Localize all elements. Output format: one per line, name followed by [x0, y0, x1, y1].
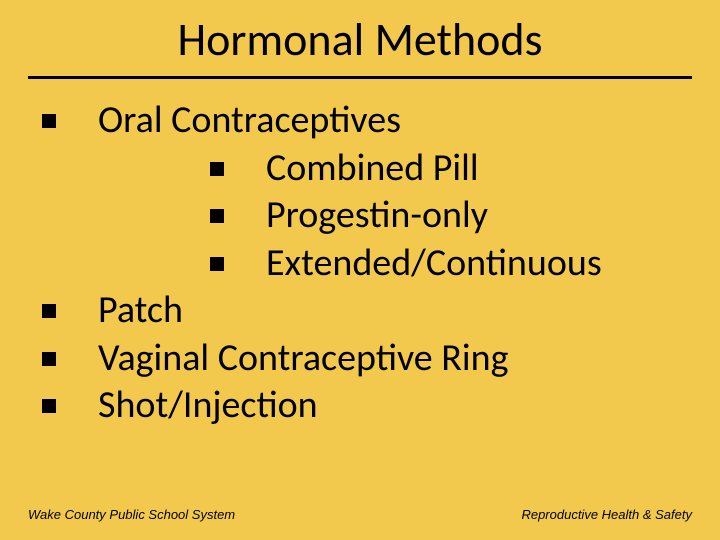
list-item-text: Patch	[98, 287, 183, 335]
sub-list-item-text: Extended/Continuous	[266, 240, 602, 288]
list-item: Vaginal Contraceptive Ring	[30, 335, 690, 383]
square-bullet-icon	[210, 257, 224, 271]
slide-content: Oral Contraceptives Combined Pill Proges…	[0, 79, 720, 430]
slide-title: Hormonal Methods	[0, 0, 720, 68]
sub-list-item: Progestin-only	[210, 192, 690, 240]
slide-footer: Wake County Public School System Reprodu…	[0, 507, 720, 522]
sub-list: Combined Pill Progestin-only Extended/Co…	[30, 145, 690, 288]
list-item: Oral Contraceptives	[30, 97, 690, 145]
footer-left-text: Wake County Public School System	[28, 507, 235, 522]
square-bullet-icon	[210, 162, 224, 176]
list-item-text: Oral Contraceptives	[98, 97, 401, 145]
sub-list-item: Extended/Continuous	[210, 240, 690, 288]
list-item-text: Vaginal Contraceptive Ring	[98, 335, 509, 383]
sub-list-item-text: Combined Pill	[266, 145, 479, 193]
list-item: Shot/Injection	[30, 382, 690, 430]
sub-list-item: Combined Pill	[210, 145, 690, 193]
square-bullet-icon	[42, 304, 56, 318]
square-bullet-icon	[42, 352, 56, 366]
square-bullet-icon	[42, 399, 56, 413]
list-item-text: Shot/Injection	[98, 382, 318, 430]
square-bullet-icon	[210, 209, 224, 223]
square-bullet-icon	[42, 114, 56, 128]
list-item: Patch	[30, 287, 690, 335]
sub-list-item-text: Progestin-only	[266, 192, 488, 240]
footer-right-text: Reproductive Health & Safety	[521, 507, 692, 522]
